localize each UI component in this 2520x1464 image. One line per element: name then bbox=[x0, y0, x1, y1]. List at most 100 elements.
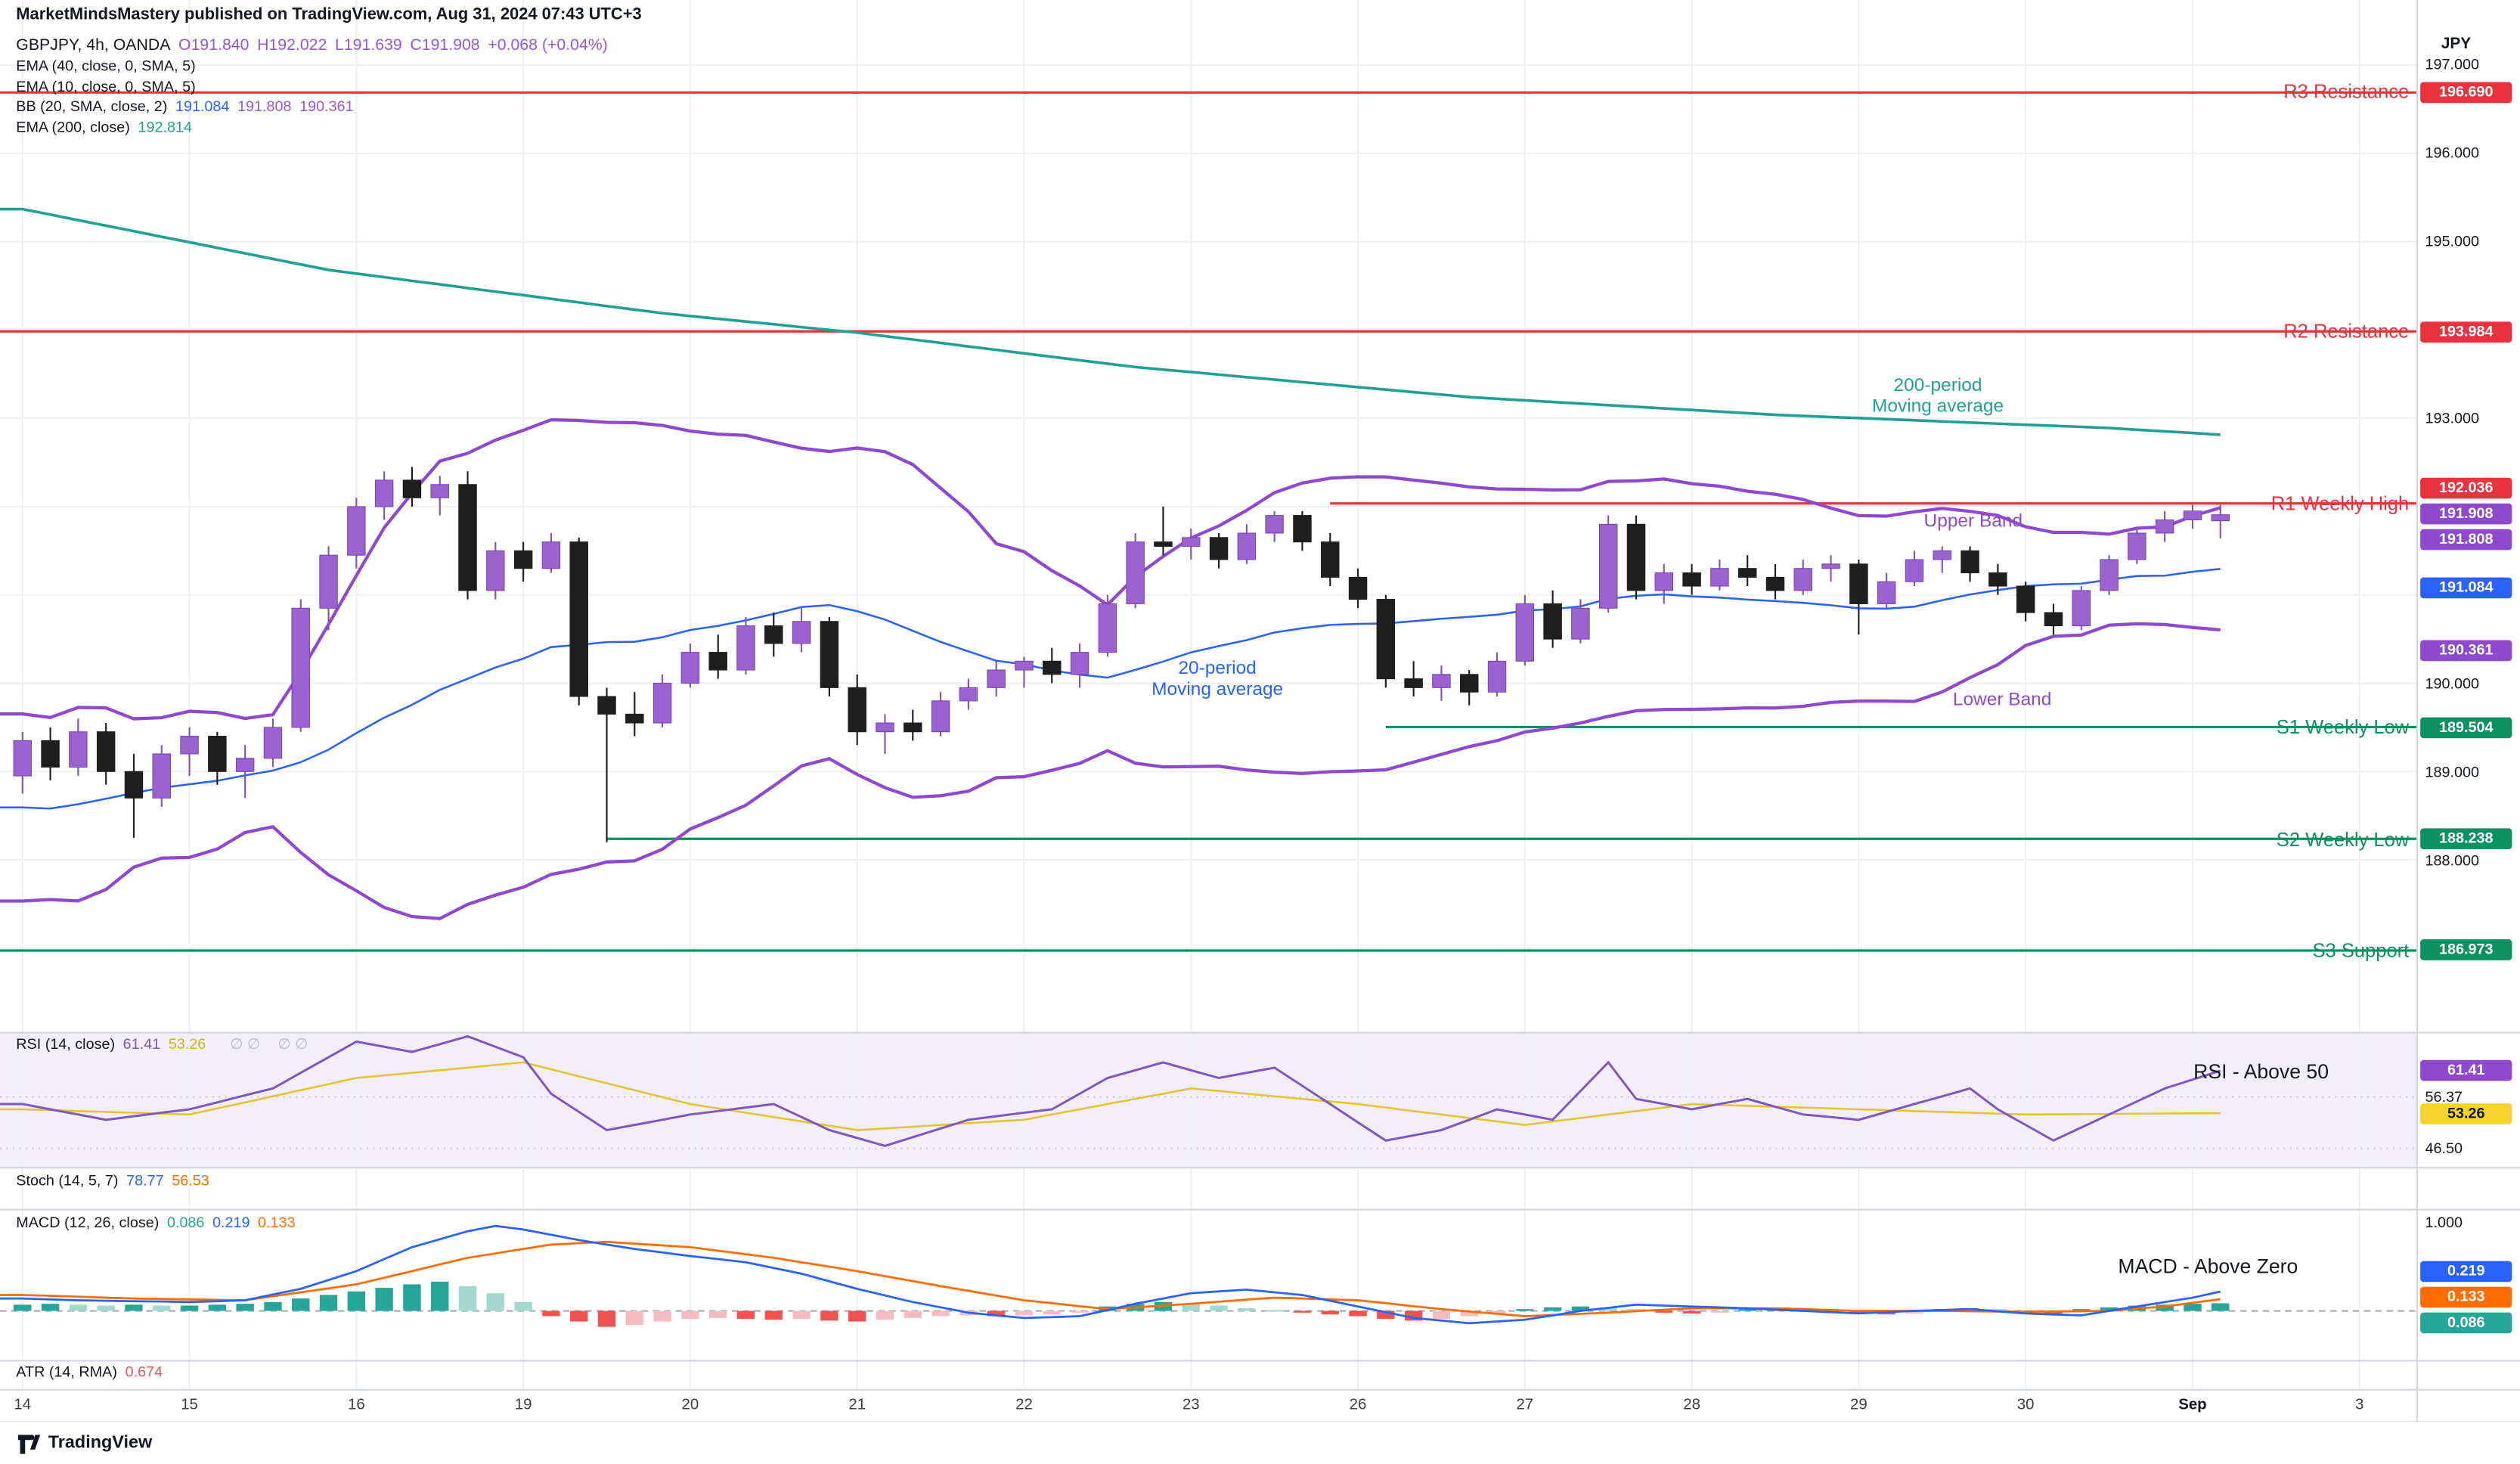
atr-pane-legend: ATR (14, RMA) 0.674 bbox=[16, 1363, 170, 1382]
time-label: 20 bbox=[681, 1396, 699, 1414]
main-pane bbox=[0, 91, 2417, 952]
footer-bar: TradingView bbox=[0, 1422, 2520, 1464]
legend-text: BB (20, SMA, close, 2) bbox=[16, 98, 168, 115]
macd-tick: 1.000 bbox=[2425, 1214, 2463, 1231]
price-badge: 192.036 bbox=[2420, 477, 2512, 498]
level-label[interactable]: R2 Resistance bbox=[2283, 320, 2410, 343]
legend-text: L191.639 bbox=[335, 36, 402, 55]
price-badge: 191.084 bbox=[2420, 577, 2512, 598]
main-pane-legend: GBPJPY, 4h, OANDA O191.840 H192.022 L191.63… bbox=[16, 37, 615, 137]
level-label[interactable]: S3 Support bbox=[2312, 939, 2410, 962]
rsi-badge: 53.26 bbox=[2420, 1103, 2512, 1124]
legend-text: 0.133 bbox=[258, 1214, 296, 1231]
time-label: 14 bbox=[14, 1396, 32, 1414]
legend-text: EMA (10, close, 0, SMA, 5) bbox=[16, 78, 196, 95]
legend-text: 0.219 bbox=[212, 1214, 250, 1231]
time-label: 21 bbox=[848, 1396, 866, 1414]
price-tick: 188.000 bbox=[2425, 851, 2480, 868]
time-label: 26 bbox=[1349, 1396, 1367, 1414]
tradingview-brand[interactable]: TradingView bbox=[48, 1433, 153, 1453]
price-badge: 193.984 bbox=[2420, 321, 2512, 343]
level-label[interactable]: S2 Weekly Low bbox=[2276, 827, 2410, 851]
legend-text: Stoch (14, 5, 7) bbox=[16, 1172, 119, 1189]
macd-badge: 0.219 bbox=[2420, 1261, 2512, 1283]
price-tick: 189.000 bbox=[2425, 763, 2480, 780]
level-label[interactable]: R1 Weekly High bbox=[2270, 492, 2410, 515]
price-badge: 189.504 bbox=[2420, 716, 2512, 738]
annotation[interactable]: Lower Band bbox=[1952, 690, 2052, 711]
legend-text: H192.022 bbox=[257, 36, 327, 55]
rsi-pane-legend: RSI (14, close) 61.41 53.26 ∅ ∅ ∅ ∅ bbox=[16, 1034, 316, 1054]
level-label[interactable]: S1 Weekly Low bbox=[2276, 715, 2410, 739]
annotation[interactable]: 20-period Moving average bbox=[1152, 659, 1284, 700]
time-label: 19 bbox=[514, 1396, 532, 1414]
tradingview-logo-icon[interactable] bbox=[16, 1430, 41, 1462]
legend-text: EMA (40, close, 0, SMA, 5) bbox=[16, 58, 196, 75]
time-label: 29 bbox=[1850, 1396, 1868, 1414]
annotation[interactable]: 200-period Moving average bbox=[1872, 376, 2004, 417]
legend-row[interactable]: MACD (12, 26, close) 0.086 0.219 0.133 bbox=[16, 1213, 303, 1233]
level-label[interactable]: R3 Resistance bbox=[2283, 81, 2410, 104]
time-label: 22 bbox=[1015, 1396, 1033, 1414]
price-tick: 196.000 bbox=[2425, 145, 2480, 162]
legend-text: 191.084 bbox=[175, 98, 230, 115]
price-badge: 191.908 bbox=[2420, 503, 2512, 524]
annotation[interactable]: RSI - Above 50 bbox=[2193, 1060, 2329, 1084]
legend-text: ATR (14, RMA) bbox=[16, 1363, 117, 1380]
rsi-tick: 56.37 bbox=[2425, 1088, 2463, 1106]
legend-text: 191.808 bbox=[237, 98, 292, 115]
legend-text: ∅ ∅ bbox=[230, 1035, 261, 1053]
rsi-badge: 61.41 bbox=[2420, 1060, 2512, 1081]
legend-text: MACD (12, 26, close) bbox=[16, 1214, 160, 1231]
legend-text: 190.361 bbox=[299, 98, 354, 115]
stoch-pane-legend: Stoch (14, 5, 7) 78.77 56.53 bbox=[16, 1171, 217, 1190]
price-badge: 186.973 bbox=[2420, 940, 2512, 961]
time-label: Sep bbox=[2178, 1396, 2207, 1414]
legend-text: RSI (14, close) bbox=[16, 1035, 116, 1053]
annotation[interactable]: Upper Band bbox=[1923, 512, 2023, 532]
legend-row[interactable]: ATR (14, RMA) 0.674 bbox=[16, 1363, 170, 1382]
labels-layer: 197.000 196.000 195.000 193.000 190.000 189.0… bbox=[14, 57, 2512, 1414]
chart-canvas[interactable] bbox=[0, 0, 2520, 1422]
gridlines bbox=[0, 0, 2417, 1390]
legend-text: 0.674 bbox=[125, 1363, 163, 1380]
rsi-tick: 46.50 bbox=[2425, 1140, 2463, 1157]
legend-text: 78.77 bbox=[126, 1172, 164, 1189]
macd-badge: 0.133 bbox=[2420, 1286, 2512, 1308]
price-tick: 193.000 bbox=[2425, 410, 2480, 426]
price-badge: 190.361 bbox=[2420, 640, 2512, 662]
price-tick: 190.000 bbox=[2425, 675, 2480, 692]
legend-row[interactable]: EMA (200, close) 192.814 bbox=[16, 116, 615, 136]
time-label: 16 bbox=[347, 1396, 365, 1414]
publication-header: MarketMindsMastery published on TradingV… bbox=[16, 6, 642, 24]
legend-row[interactable]: BB (20, SMA, close, 2) 191.084 191.808 190.… bbox=[16, 97, 615, 116]
candles-layer bbox=[13, 467, 2230, 842]
legend-row[interactable]: EMA (40, close, 0, SMA, 5) bbox=[16, 57, 615, 76]
legend-text: 0.086 bbox=[166, 1214, 205, 1231]
time-label: 27 bbox=[1516, 1396, 1534, 1414]
legend-row[interactable]: RSI (14, close) 61.41 53.26 ∅ ∅ ∅ ∅ bbox=[16, 1034, 316, 1054]
price-axis-currency: JPY bbox=[2441, 35, 2472, 54]
legend-text: 61.41 bbox=[122, 1035, 161, 1053]
rsi-pane bbox=[0, 1034, 2221, 1147]
time-label: 3 bbox=[2355, 1396, 2364, 1414]
macd-pane-legend: MACD (12, 26, close) 0.086 0.219 0.133 bbox=[16, 1213, 303, 1233]
macd-pane bbox=[0, 1224, 2230, 1327]
legend-row[interactable]: Stoch (14, 5, 7) 78.77 56.53 bbox=[16, 1171, 217, 1190]
legend-row[interactable]: GBPJPY, 4h, OANDA O191.840 H192.022 L191.63… bbox=[16, 37, 615, 57]
legend-row[interactable]: EMA (10, close, 0, SMA, 5) bbox=[16, 77, 615, 97]
legend-text: O191.840 bbox=[178, 36, 250, 55]
pane-separators bbox=[0, 0, 2520, 1422]
legend-text: ∅ ∅ bbox=[277, 1035, 308, 1053]
price-badge: 188.238 bbox=[2420, 828, 2512, 850]
price-tick: 197.000 bbox=[2425, 57, 2480, 73]
annotation[interactable]: MACD - Above Zero bbox=[2118, 1255, 2298, 1278]
time-label: 28 bbox=[1683, 1396, 1700, 1414]
legend-text: +0.068 (+0.04%) bbox=[488, 36, 608, 55]
legend-text: EMA (200, close) bbox=[16, 118, 130, 135]
price-tick: 195.000 bbox=[2425, 233, 2480, 250]
legend-text: 53.26 bbox=[168, 1035, 206, 1053]
time-label: 15 bbox=[181, 1396, 198, 1414]
legend-text: C191.908 bbox=[410, 36, 480, 55]
